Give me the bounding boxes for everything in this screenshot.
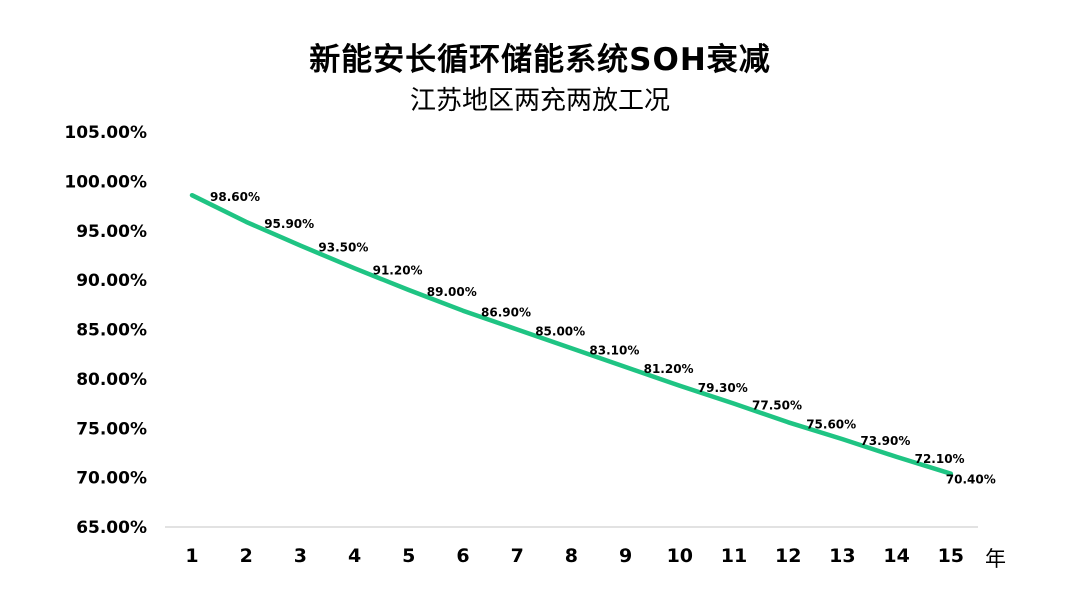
y-tick-label: 105.00% — [64, 123, 147, 143]
x-tick-label: 8 — [565, 545, 578, 567]
x-tick-label: 6 — [456, 545, 469, 567]
x-tick-label: 14 — [883, 545, 909, 567]
x-tick-label: 5 — [402, 545, 415, 567]
data-label: 75.60% — [806, 417, 856, 431]
y-axis-ticks: 105.00% 100.00% 95.00% 90.00% 85.00% 80.00% 75… — [64, 123, 147, 538]
y-tick-label: 80.00% — [76, 370, 147, 390]
data-label: 98.60% — [210, 190, 260, 204]
x-axis-ticks: 1 2 3 4 5 6 7 8 9 10 11 12 13 14 15 — [185, 545, 964, 567]
y-tick-label: 85.00% — [76, 321, 147, 341]
x-tick-label: 13 — [829, 545, 855, 567]
x-tick-label: 10 — [667, 545, 693, 567]
data-label: 72.10% — [915, 452, 965, 466]
x-tick-label: 1 — [185, 545, 198, 567]
y-tick-label: 95.00% — [76, 222, 147, 242]
y-tick-label: 90.00% — [76, 271, 147, 291]
x-tick-label: 7 — [511, 545, 524, 567]
data-label: 79.30% — [698, 381, 748, 395]
x-tick-label: 3 — [294, 545, 307, 567]
x-axis-unit: 年 — [985, 547, 1006, 571]
chart-title: 新能安长循环储能系统SOH衰减 — [309, 42, 771, 78]
chart-subtitle: 江苏地区两充两放工况 — [409, 86, 670, 116]
x-tick-label: 2 — [240, 545, 253, 567]
data-labels: 98.60% 95.90% 93.50% 91.20% 89.00% 86.90% 85.0… — [210, 190, 996, 486]
data-label: 81.20% — [644, 362, 694, 376]
data-label: 86.90% — [481, 306, 531, 320]
data-label: 83.10% — [589, 343, 639, 357]
y-tick-label: 100.00% — [64, 172, 147, 192]
data-label: 91.20% — [373, 263, 423, 277]
x-tick-label: 11 — [721, 545, 747, 567]
soh-series-line — [189, 192, 954, 476]
y-tick-label: 75.00% — [76, 419, 147, 439]
data-label: 73.90% — [860, 434, 910, 448]
x-tick-label: 12 — [775, 545, 801, 567]
x-tick-label: 4 — [348, 545, 361, 567]
x-tick-label: 15 — [938, 545, 964, 567]
data-label: 77.50% — [752, 399, 802, 413]
data-label: 89.00% — [427, 285, 477, 299]
y-tick-label: 70.00% — [76, 469, 147, 489]
data-label: 95.90% — [264, 217, 314, 231]
x-tick-label: 9 — [619, 545, 632, 567]
y-tick-label: 65.00% — [76, 518, 147, 538]
data-label: 70.40% — [946, 473, 996, 487]
data-label: 93.50% — [318, 241, 368, 255]
data-label: 85.00% — [535, 325, 585, 339]
